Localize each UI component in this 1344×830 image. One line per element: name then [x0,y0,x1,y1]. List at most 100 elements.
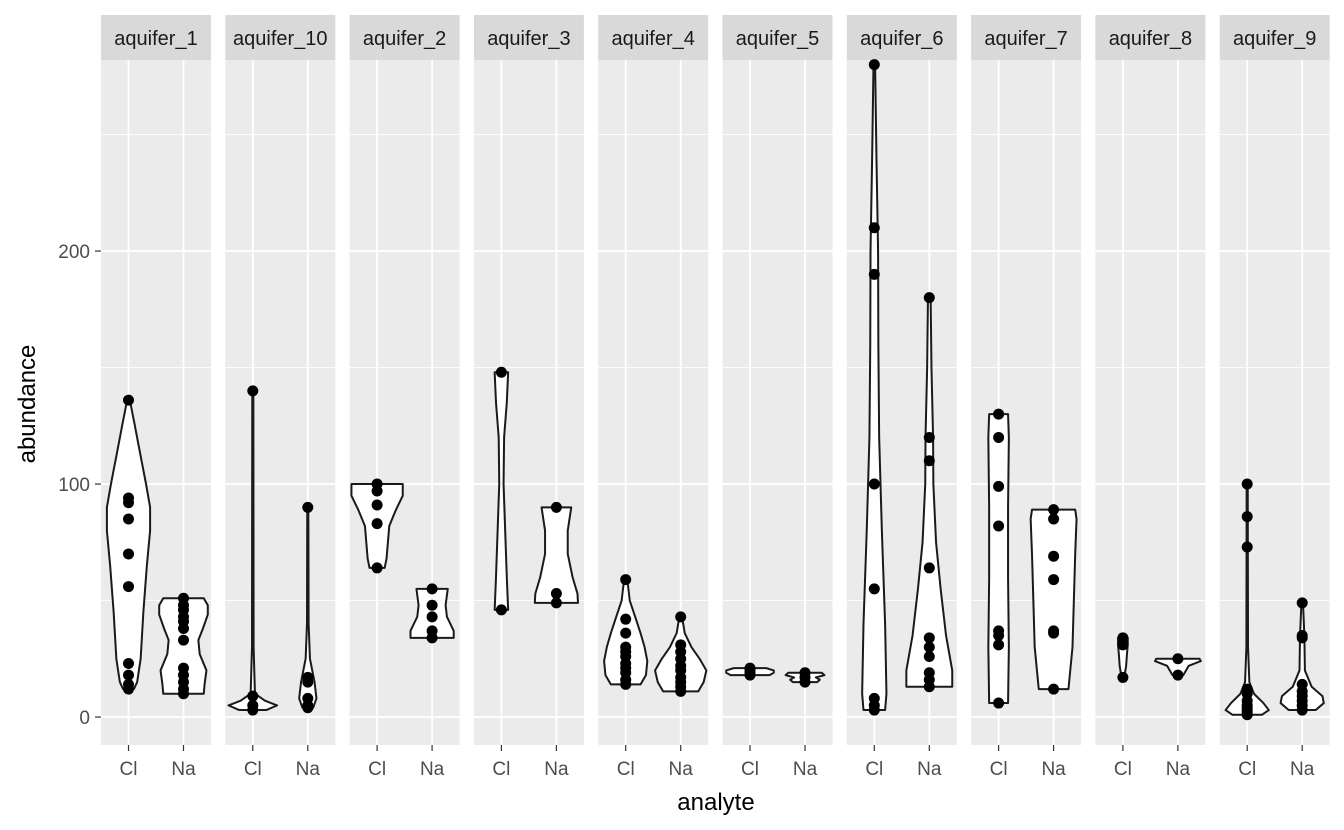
x-tick-label: Na [420,759,445,780]
data-point [247,690,259,702]
data-point [868,59,880,71]
x-axis-title: analyte [677,789,754,816]
data-point [1241,478,1253,490]
data-point [371,562,383,574]
facet-strip [722,15,833,60]
facet-strip [473,15,584,60]
facet-panel-aquifer_1: aquifer_1 Cl Na [101,15,211,780]
data-point [371,518,383,530]
data-point [868,478,880,490]
x-tick-label: Cl [741,759,759,780]
y-axis-title: abundance [14,345,41,464]
x-tick-label: Cl [617,759,635,780]
facet-strip-label: aquifer_1 [114,28,197,50]
data-point [993,480,1005,492]
y-tick-label: 100 [58,475,90,496]
data-point [993,697,1005,709]
data-point [302,671,314,683]
facet-panel-background [349,60,460,745]
x-tick-label: Cl [244,759,262,780]
data-point [923,431,935,443]
data-point [868,268,880,280]
facet-panel-aquifer_3: aquifer_3 Cl Na [473,15,584,780]
violin-aquifer_8-Na [1153,657,1202,677]
violin-aquifer_1-Na [158,597,209,695]
data-point [675,611,687,623]
data-point [799,667,811,679]
x-tick-label: Cl [120,759,138,780]
data-point [247,699,259,711]
data-point [178,662,189,674]
data-point [1048,574,1060,586]
data-point [620,641,632,653]
facet-strip [846,15,957,60]
x-tick-label: Na [1041,759,1066,780]
facet-strip [101,15,211,60]
facet-strip [349,15,460,60]
facet-panel-aquifer_7: aquifer_7 Cl Na [971,15,1082,780]
data-point [495,366,507,378]
data-point [1048,550,1060,562]
data-point [1172,669,1184,681]
x-tick-label: Na [544,759,569,780]
data-point [495,604,507,616]
data-point [178,592,189,604]
data-point [1172,653,1184,665]
violin-aquifer_3-Na [533,506,579,604]
data-point [123,492,134,504]
data-point [1241,683,1253,695]
data-point [923,562,935,574]
facet-strip [225,15,336,60]
facet-panel-aquifer_8: aquifer_8 Cl Na [1095,15,1206,780]
data-point [302,692,314,704]
x-tick-label: Na [793,759,818,780]
x-tick-label: Cl [492,759,510,780]
data-point [371,478,383,490]
x-tick-label: Cl [865,759,883,780]
facet-strip-label: aquifer_8 [1109,28,1192,50]
data-point [868,583,880,595]
data-point [993,408,1005,420]
data-point [868,692,880,704]
data-point [923,650,935,662]
x-tick-label: Na [1290,759,1315,780]
violin-aquifer_7-Na [1029,508,1078,691]
facet-panel-aquifer_6: aquifer_6 Cl Na [846,15,957,780]
data-point [426,611,438,623]
facet-strip-label: aquifer_5 [736,28,819,50]
data-point [993,520,1005,532]
x-tick-label: Cl [990,759,1008,780]
data-point [1296,678,1308,690]
facet-strip [1219,15,1330,60]
data-point [923,667,935,679]
facet-strip [598,15,709,60]
facet-panels: aquifer_1 Cl Na aquifer_10 Cl Na aquifer_2 Cl Na… [101,15,1330,780]
x-tick-label: Na [296,759,321,780]
facet-panel-aquifer_4: aquifer_4 Cl Na [598,15,709,780]
facet-panel-background [1219,60,1330,745]
data-point [1048,625,1060,637]
y-tick-label: 0 [79,708,90,729]
facet-strip [971,15,1082,60]
facet-panel-aquifer_5: aquifer_5 Cl Na [722,15,833,780]
data-point [550,588,562,600]
data-point [123,513,134,525]
data-point [247,385,259,397]
facet-panel-background [1095,60,1206,745]
x-tick-label: Cl [1114,759,1132,780]
data-point [371,499,383,511]
facet-strip-label: aquifer_6 [860,28,943,50]
data-point [993,639,1005,651]
data-point [1048,513,1060,525]
data-point [923,455,935,467]
data-point [1048,683,1060,695]
facet-strip-label: aquifer_9 [1233,28,1316,50]
data-point [993,625,1005,637]
facet-strip-label: aquifer_4 [611,28,694,50]
facet-panel-background [473,60,584,745]
data-point [178,634,189,646]
facet-strip-label: aquifer_10 [233,28,328,50]
data-point [123,678,134,690]
data-point [302,501,314,513]
